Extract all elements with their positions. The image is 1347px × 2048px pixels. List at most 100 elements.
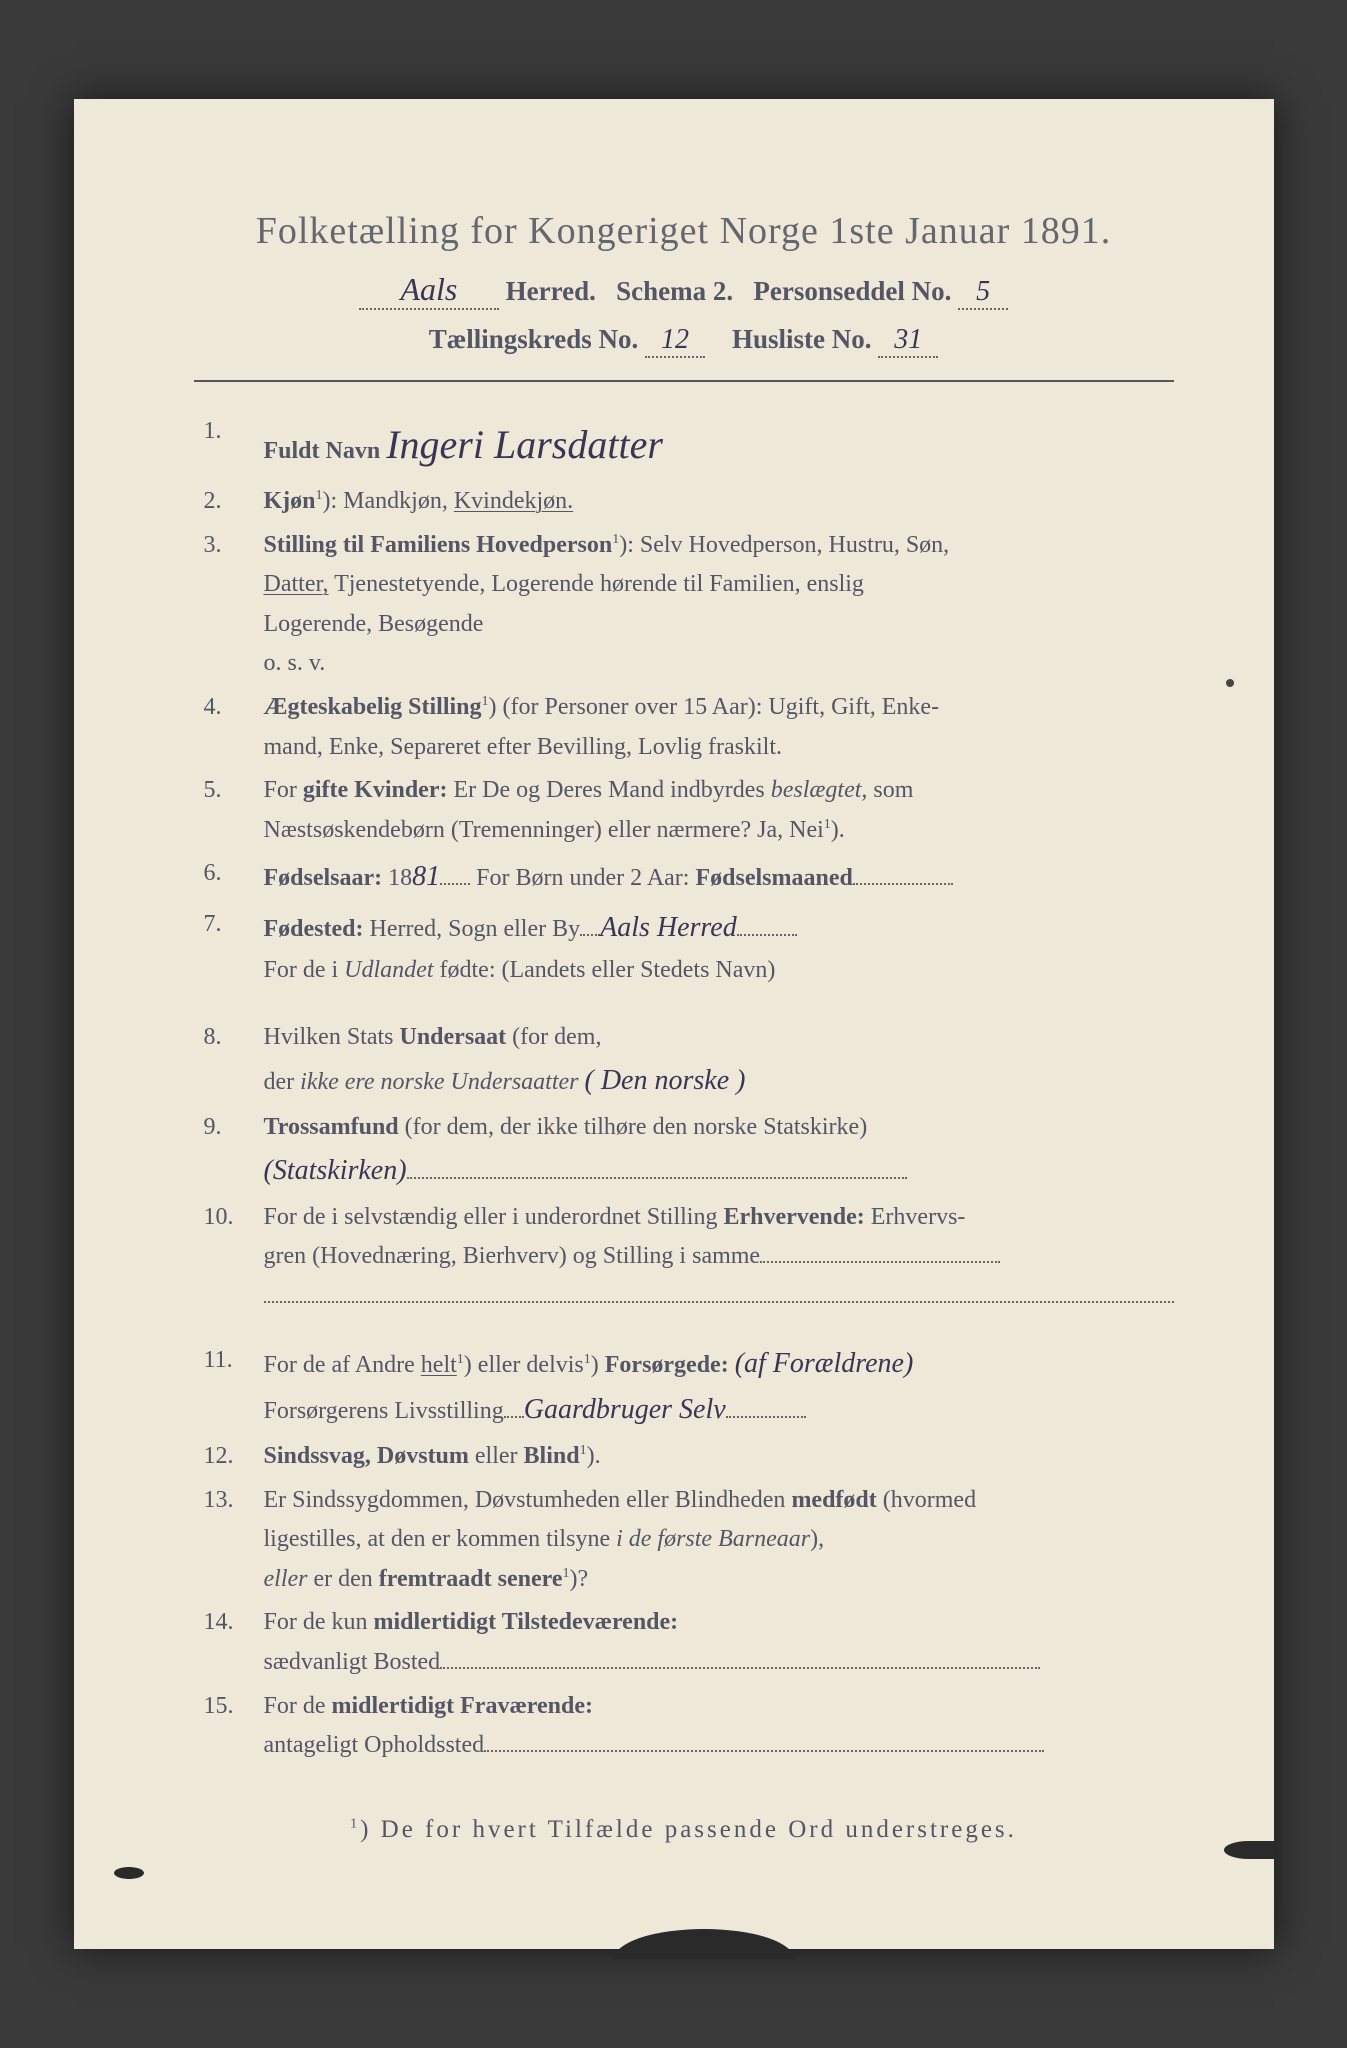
paper-spot: [1226, 679, 1234, 687]
text: er den: [307, 1566, 378, 1592]
item-15: 15. For de midlertidigt Fraværende: anta…: [204, 1687, 1174, 1766]
item-body: Stilling til Familiens Hovedperson1): Se…: [264, 526, 1174, 684]
label-kjon: Kjøn: [264, 488, 316, 514]
dotted-fill: [264, 1301, 1174, 1303]
item-body: For de i selvstændig eller i underordnet…: [264, 1198, 1174, 1317]
label-fuldt-navn: Fuldt Navn: [264, 438, 381, 464]
item-6: 6. Fødselsaar: 1881 For Børn under 2 Aar…: [204, 854, 1174, 900]
dotted-fill: [484, 1750, 1044, 1752]
text: ).: [831, 817, 845, 843]
item-number: 1.: [204, 412, 264, 478]
text: ) eller delvis: [464, 1352, 584, 1378]
footnote-text: ) De for hvert Tilfælde passende Ord und…: [360, 1816, 1017, 1843]
text: gren (Hovednæring, Bierhverv) og Stillin…: [264, 1243, 761, 1269]
dotted-fill: [440, 1667, 1040, 1669]
dotted-fill: [726, 1416, 806, 1418]
text-italic: i de første Barneaar: [616, 1526, 810, 1552]
footnote-sup: 1: [350, 1816, 360, 1831]
paper-spot: [114, 1867, 144, 1879]
sup-ref: 1: [316, 488, 323, 503]
item-body: For de kun midlertidigt Tilstedeværende:…: [264, 1603, 1174, 1682]
religion-handwritten: (Statskirken): [264, 1148, 407, 1194]
text-italic: beslægtet,: [771, 777, 868, 803]
label-aegteskab: Ægteskabelig Stilling: [264, 694, 482, 720]
text: ligestilles, at den er kommen tilsyne: [264, 1526, 617, 1552]
birthyear-handwritten: 81: [412, 854, 440, 900]
item-14: 14. For de kun midlertidigt Tilstedevære…: [204, 1603, 1174, 1682]
item-number: 3.: [204, 526, 264, 684]
item-13: 13. Er Sindssygdommen, Døvstumheden elle…: [204, 1481, 1174, 1600]
text: ).: [587, 1443, 601, 1469]
text: fødte: (Landets eller Stedets Navn): [434, 957, 776, 983]
item-number: 9.: [204, 1108, 264, 1194]
dotted-fill: [853, 883, 953, 885]
year-prefix: 18: [382, 865, 412, 891]
dotted-fill: [580, 934, 600, 936]
name-handwritten: Ingeri Larsdatter: [386, 412, 663, 478]
text: For de i: [264, 957, 345, 983]
item-body: For de af Andre helt1) eller delvis1) Fo…: [264, 1341, 1174, 1433]
text: ): Mandkjøn,: [323, 488, 454, 514]
text: Logerende, Besøgende: [264, 611, 484, 637]
dotted-fill: [737, 934, 797, 936]
text: sædvanligt Bosted: [264, 1649, 441, 1675]
spacer: [204, 1321, 1174, 1341]
text: Tjenestetyende, Logerende hørende til Fa…: [329, 571, 864, 597]
item-5: 5. For gifte Kvinder: Er De og Deres Man…: [204, 771, 1174, 850]
label-blind: Blind: [524, 1443, 580, 1469]
schema-label: Schema 2.: [616, 276, 733, 306]
text: For: [264, 777, 303, 803]
text: For de i selvstændig eller i underordnet…: [264, 1204, 724, 1230]
selected-kvindekjon: Kvindekjøn.: [454, 488, 573, 514]
item-7: 7. Fødested: Herred, Sogn eller ByAals H…: [204, 905, 1174, 991]
text: (hvormed: [877, 1487, 976, 1513]
personseddel-no-handwritten: 5: [976, 276, 990, 308]
item-8: 8. Hvilken Stats Undersaat (for dem, der…: [204, 1018, 1174, 1104]
item-10: 10. For de i selvstændig eller i underor…: [204, 1198, 1174, 1317]
item-body: Sindssvag, Døvstum eller Blind1).: [264, 1437, 1174, 1477]
label-fravaerende: midlertidigt Fraværende:: [332, 1693, 594, 1719]
birthplace-handwritten: Aals Herred: [600, 905, 737, 951]
kreds-label: Tællingskreds No.: [429, 324, 639, 354]
husliste-label: Husliste No.: [732, 324, 872, 354]
item-4: 4. Ægteskabelig Stilling1) (for Personer…: [204, 688, 1174, 767]
text: For Børn under 2 Aar:: [470, 865, 695, 891]
item-body: Er Sindssygdommen, Døvstumheden eller Bl…: [264, 1481, 1174, 1600]
footnote: 1) De for hvert Tilfælde passende Ord un…: [194, 1816, 1174, 1844]
label-sindssvag: Sindssvag, Døvstum: [264, 1443, 475, 1469]
item-number: 15.: [204, 1687, 264, 1766]
herred-handwritten: Aals: [400, 271, 457, 308]
label-fodested: Fødested:: [264, 916, 364, 942]
occupation-handwritten: Gaardbruger Selv: [524, 1387, 726, 1433]
item-number: 13.: [204, 1481, 264, 1600]
selected-helt: helt: [421, 1352, 457, 1378]
sup-ref: 1: [824, 817, 831, 832]
supported-by-handwritten: (af Forældrene): [735, 1341, 914, 1387]
item-number: 11.: [204, 1341, 264, 1433]
item-body: For gifte Kvinder: Er De og Deres Mand i…: [264, 771, 1174, 850]
label-fremtraadt: fremtraadt senere: [379, 1566, 563, 1592]
sup-ref: 1: [584, 1352, 591, 1367]
paper-spot: [1224, 1841, 1274, 1859]
label-medfodt: medfødt: [791, 1487, 876, 1513]
item-number: 14.: [204, 1603, 264, 1682]
form-header: Folketælling for Kongeriget Norge 1ste J…: [194, 209, 1174, 358]
item-body: Kjøn1): Mandkjøn, Kvindekjøn.: [264, 482, 1174, 522]
text: som: [867, 777, 913, 803]
item-number: 4.: [204, 688, 264, 767]
text: Er De og Deres Mand indbyrdes: [447, 777, 770, 803]
item-number: 7.: [204, 905, 264, 991]
personseddel-label: Personseddel No.: [753, 276, 951, 306]
label-trossamfund: Trossamfund: [264, 1114, 399, 1140]
item-number: 12.: [204, 1437, 264, 1477]
herred-label: Herred.: [506, 276, 596, 306]
text: (for dem, der ikke tilhøre den norske St…: [399, 1114, 868, 1140]
text: )?: [569, 1566, 588, 1592]
item-body: Ægteskabelig Stilling1) (for Personer ov…: [264, 688, 1174, 767]
sup-ref: 1: [482, 694, 489, 709]
item-body: Fuldt Navn Ingeri Larsdatter: [264, 412, 1174, 478]
item-number: 5.: [204, 771, 264, 850]
item-number: 6.: [204, 854, 264, 900]
kreds-no-handwritten: 12: [661, 324, 689, 356]
label-fodselsaar: Fødselsaar:: [264, 865, 383, 891]
